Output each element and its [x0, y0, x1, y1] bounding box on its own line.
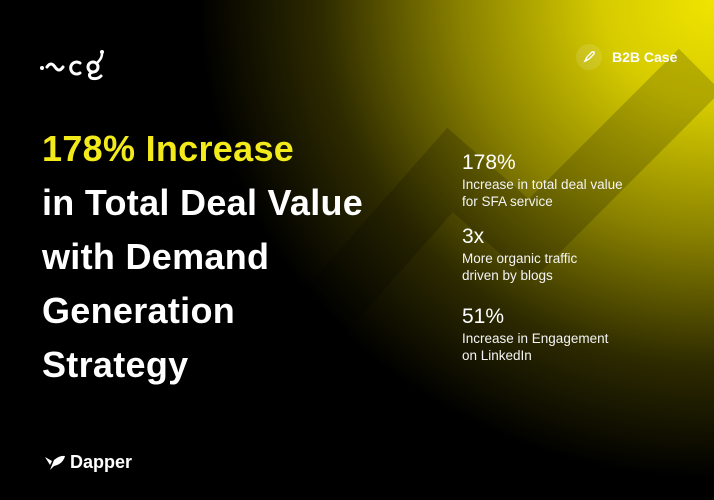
stat-description: More organic traffic [462, 251, 578, 266]
dapper-wordmark: Dapper [70, 452, 133, 472]
headline-line: Strategy [42, 344, 189, 385]
headline-line: with Demand [42, 236, 270, 277]
stat-item: 51% Increase in Engagement on LinkedIn [462, 304, 623, 364]
stat-item: 3x More organic traffic driven by blogs [462, 224, 623, 284]
headline-line: in Total Deal Value [42, 182, 364, 223]
rocket-icon [576, 44, 602, 70]
dapper-leaf-icon [45, 455, 65, 470]
stats-list: 178% Increase in total deal value for SF… [462, 150, 623, 378]
stat-description: for SFA service [462, 194, 553, 209]
stat-description: driven by blogs [462, 268, 553, 283]
stat-value: 51% [462, 305, 505, 328]
stat-value: 3x [462, 225, 485, 248]
stat-description: Increase in total deal value [462, 177, 623, 192]
stat-value: 178% [462, 151, 516, 174]
stat-item: 178% Increase in total deal value for SF… [462, 150, 623, 210]
headline-line: Generation [42, 290, 236, 331]
scg-logo [40, 50, 104, 81]
stat-description: on LinkedIn [462, 348, 532, 363]
case-type-badge: B2B Case [576, 44, 677, 70]
badge-label: B2B Case [612, 49, 678, 65]
headline-highlight: 178% Increase [42, 128, 295, 169]
stat-description: Increase in Engagement [462, 331, 609, 346]
dapper-logo: Dapper [44, 452, 132, 473]
headline: 178% Increase in Total Deal Value with D… [42, 122, 363, 392]
